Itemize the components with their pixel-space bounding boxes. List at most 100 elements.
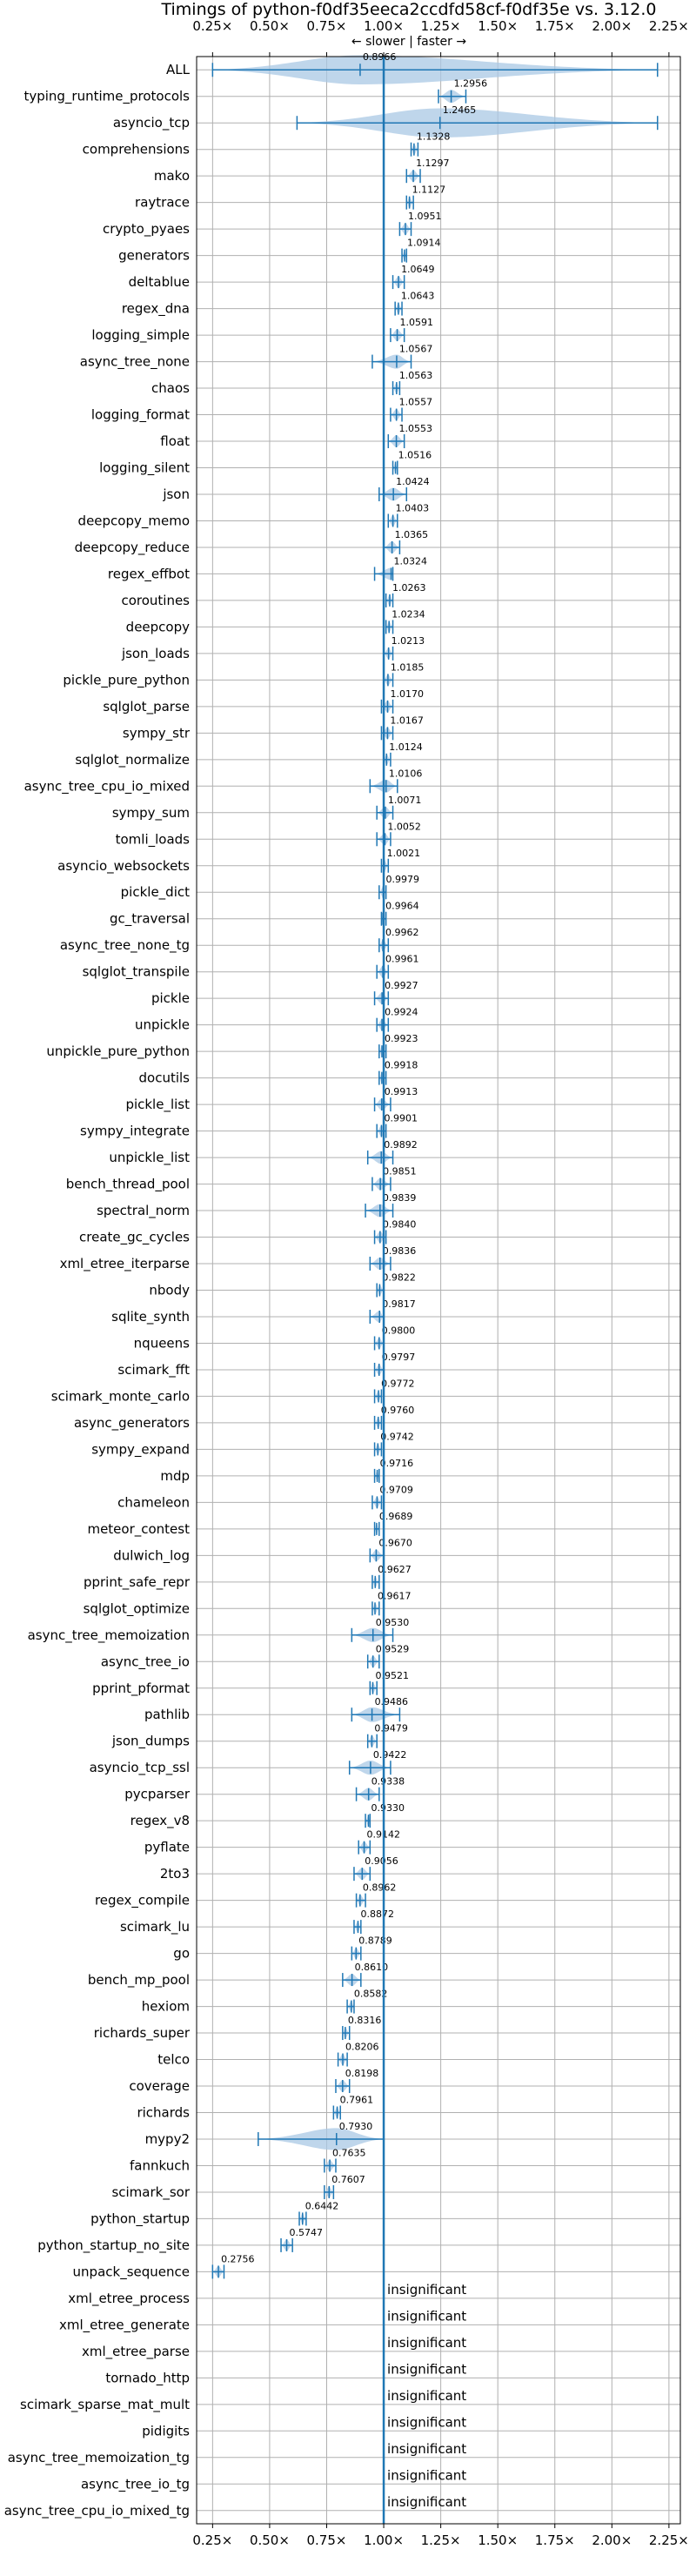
benchmark-label: 2to3 [160, 1866, 190, 1882]
value-label: 0.8610 [355, 1962, 389, 1973]
benchmark-row: python_startup_no_site 0.5747 [37, 2227, 323, 2254]
value-label: 0.8789 [358, 1935, 392, 1947]
value-label: 1.0185 [391, 661, 425, 673]
value-label: 0.9670 [378, 1537, 412, 1548]
benchmark-row: async_tree_memoization_tg insignificant [8, 2441, 467, 2466]
benchmark-row: scimark_monte_carlo 0.9772 [51, 1378, 415, 1405]
value-label: 0.9964 [385, 901, 419, 912]
benchmark-label: mdp [160, 1468, 190, 1484]
value-label: 0.9797 [382, 1352, 416, 1363]
benchmark-row: sqlglot_optimize 0.9617 [84, 1590, 412, 1617]
axis-tick-label: 1.25× [421, 18, 461, 34]
axis-tick-label: 2.25× [649, 2532, 689, 2548]
insignificant-label: insignificant [387, 2494, 466, 2510]
benchmark-row: async_tree_io_tg insignificant [81, 2467, 466, 2492]
benchmark-row: xml_etree_generate insignificant [59, 2308, 466, 2333]
benchmark-row: asyncio_tcp 1.2465 [113, 104, 659, 138]
benchmark-label: pickle_dict [121, 884, 190, 901]
value-label: 0.9689 [379, 1511, 413, 1522]
benchmark-row: logging_simple 1.0591 [91, 317, 433, 344]
benchmark-row: float 1.0553 [160, 423, 432, 449]
value-label: 1.0071 [388, 795, 422, 806]
benchmark-row: xml_etree_process insignificant [68, 2282, 466, 2307]
value-label: 1.0021 [387, 848, 421, 859]
benchmark-label: scimark_monte_carlo [51, 1388, 190, 1405]
value-label: 1.0234 [392, 608, 425, 620]
benchmark-label: sympy_str [123, 725, 191, 741]
insignificant-label: insignificant [387, 2361, 466, 2377]
value-label: 0.9918 [385, 1060, 418, 1071]
benchmark-row: create_gc_cycles 0.9840 [79, 1219, 416, 1246]
benchmark-label: tomli_loads [116, 831, 191, 848]
benchmark-row: json_dumps 0.9479 [111, 1723, 408, 1750]
benchmark-row: crypto_pyaes 1.0951 [103, 211, 442, 238]
benchmark-label: chaos [151, 380, 190, 396]
benchmark-label: pycparser [124, 1787, 191, 1802]
benchmark-label: xml_etree_process [68, 2291, 190, 2307]
benchmark-row: typing_runtime_protocols 1.2956 [23, 78, 487, 105]
benchmark-row: python_startup 0.6442 [90, 2200, 338, 2227]
benchmark-label: asyncio_websockets [57, 858, 190, 875]
value-label: 0.7961 [340, 2095, 374, 2106]
benchmark-row: sqlglot_transpile 0.9961 [83, 954, 419, 981]
benchmark-label: async_tree_cpu_io_mixed_tg [4, 2503, 190, 2519]
benchmark-label: xml_etree_parse [82, 2344, 190, 2360]
axis-tick-label: 1.00× [364, 2532, 404, 2548]
grid-lines [197, 57, 680, 2524]
axis-tick-label: 1.75× [535, 2532, 575, 2548]
benchmark-row: async_tree_io 0.9529 [101, 1643, 409, 1670]
benchmark-label: sqlglot_parse [103, 699, 190, 715]
benchmark-label: comprehensions [83, 142, 191, 158]
benchmark-label: unpickle_list [109, 1150, 190, 1166]
benchmark-row: unpickle_list 0.9892 [109, 1139, 417, 1166]
benchmark-label: sqlglot_transpile [83, 964, 190, 981]
value-label: 0.2756 [221, 2253, 255, 2264]
benchmark-label: async_generators [74, 1415, 190, 1432]
benchmark-row: pprint_safe_repr 0.9627 [84, 1564, 412, 1591]
benchmark-label: richards [137, 2105, 190, 2121]
benchmark-row: raytrace 1.1127 [135, 184, 445, 211]
benchmark-row: sympy_str 1.0167 [123, 714, 424, 741]
value-label: 0.9822 [382, 1272, 416, 1284]
benchmark-rows: ALL 0.8966 typing_runtime_protocols 1.2956 a… [4, 51, 659, 2524]
insignificant-label: insignificant [387, 2414, 466, 2430]
benchmark-label: docutils [139, 1070, 191, 1086]
benchmark-label: regex_v8 [130, 1813, 190, 1829]
benchmark-row: pathlib 0.9486 [144, 1696, 408, 1722]
axis-tick-label: 0.75× [307, 2532, 347, 2548]
benchmark-row: nqueens 0.9800 [134, 1325, 416, 1351]
value-label: 0.9742 [380, 1431, 414, 1442]
benchmark-label: python_startup_no_site [37, 2237, 190, 2254]
benchmark-label: pidigits [142, 2423, 190, 2438]
value-label: 0.9521 [375, 1670, 409, 1681]
bottom-axis-ticks: 0.25× 0.50× 0.75× 1.00× 1.25× 1.50× 1.75× 2.00×… [192, 2524, 689, 2548]
value-label: 1.0516 [398, 450, 432, 461]
value-label: 0.9913 [385, 1086, 418, 1097]
value-label: 0.9851 [383, 1166, 417, 1177]
benchmark-row: async_tree_cpu_io_mixed_tg insignificant [4, 2494, 467, 2519]
value-label: 0.5747 [290, 2227, 324, 2238]
value-label: 1.0424 [396, 476, 430, 487]
benchmark-label: json [162, 486, 190, 502]
benchmark-label: logging_silent [99, 460, 190, 477]
benchmark-row: coverage 0.8198 [129, 2068, 378, 2094]
benchmark-row: pprint_pformat 0.9521 [92, 1670, 409, 1697]
benchmark-label: sympy_sum [112, 805, 190, 822]
value-label: 1.0563 [399, 370, 433, 381]
benchmark-label: json_loads [121, 646, 190, 662]
value-label: 0.9961 [385, 954, 419, 965]
value-label: 1.0567 [399, 344, 433, 355]
value-label: 0.9800 [382, 1325, 416, 1336]
value-label: 0.9760 [381, 1405, 415, 1416]
benchmark-row: pidigits insignificant [142, 2414, 466, 2438]
benchmark-row: docutils 0.9918 [139, 1060, 418, 1086]
benchmark-label: regex_effbot [108, 566, 190, 582]
benchmark-label: deepcopy_memo [78, 513, 190, 529]
benchmark-row: chameleon 0.9709 [117, 1484, 413, 1510]
benchmark-row: deepcopy_memo 1.0403 [78, 502, 430, 529]
benchmark-row: sympy_expand 0.9742 [91, 1431, 414, 1458]
value-label: 0.9839 [383, 1192, 417, 1204]
axis-tick-label: 0.75× [307, 18, 347, 34]
value-label: 1.0213 [392, 635, 425, 647]
benchmark-label: go [173, 1946, 190, 1962]
